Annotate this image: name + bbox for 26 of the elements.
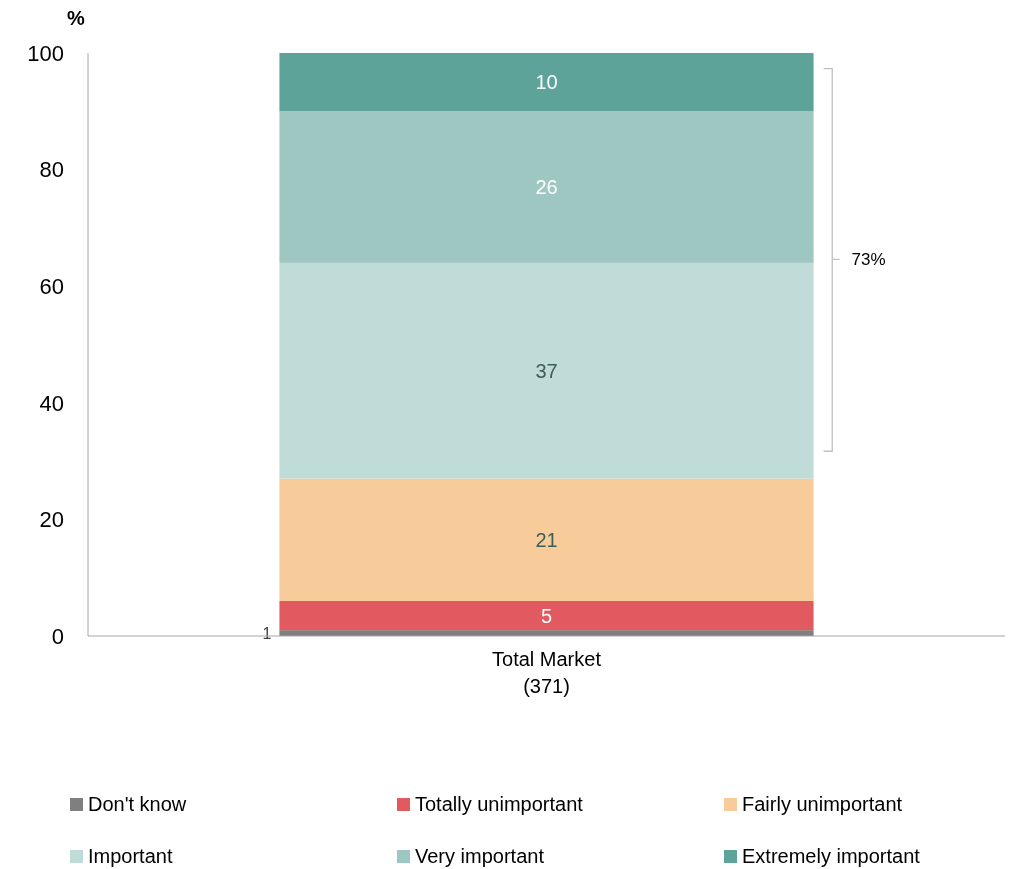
bar (279, 111, 814, 263)
legend-label: Totally unimportant (415, 793, 584, 815)
y-tick-label: 20 (39, 507, 64, 533)
bar (279, 601, 814, 631)
legend-label: Fairly unimportant (742, 793, 903, 815)
data-label: 37 (535, 359, 558, 382)
data-label: 26 (535, 176, 558, 199)
bar (279, 53, 814, 112)
y-axis-title: % (67, 7, 86, 29)
data-label: 1 (262, 624, 272, 642)
legend-label: Don't know (88, 793, 187, 815)
bar (279, 478, 814, 602)
data-label: 21 (535, 528, 558, 551)
x-tick-label: Total Market (371) (492, 648, 602, 697)
data-label: 5 (540, 604, 553, 627)
y-tick-label: 0 (51, 623, 64, 649)
legend-label: Very important (415, 845, 545, 867)
y-tick-label: 60 (39, 273, 64, 299)
legend-label: Extremely important (742, 845, 921, 867)
y-tick-label: 80 (39, 157, 64, 183)
y-tick-label: 100 (27, 40, 64, 66)
bar (279, 262, 814, 479)
y-tick-label: 40 (39, 390, 64, 416)
legend-label: Important (88, 845, 173, 867)
annotation: 73% (851, 250, 886, 270)
data-label: 10 (535, 71, 558, 94)
